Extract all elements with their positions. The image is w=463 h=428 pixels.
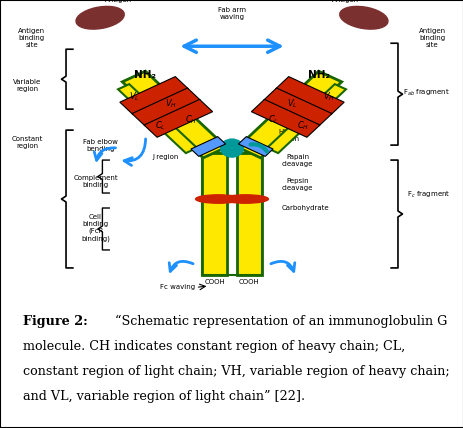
Text: V$_H$: V$_H$: [165, 98, 177, 110]
Text: “Schematic representation of an immunoglobulin G: “Schematic representation of an immunogl…: [107, 315, 447, 328]
Text: COOH: COOH: [238, 279, 259, 285]
Text: J region: J region: [152, 154, 179, 160]
Text: F$_{ab}$ fragment: F$_{ab}$ fragment: [402, 88, 449, 98]
Text: Antigen
binding
site: Antigen binding site: [19, 28, 45, 48]
Text: C$_H$: C$_H$: [184, 113, 197, 126]
Polygon shape: [238, 137, 273, 156]
Polygon shape: [119, 77, 188, 114]
Polygon shape: [251, 99, 319, 137]
Text: Fc waving: Fc waving: [160, 284, 195, 291]
Text: Fab arm
waving: Fab arm waving: [218, 7, 245, 20]
Polygon shape: [266, 84, 345, 153]
FancyArrowPatch shape: [124, 139, 145, 165]
Ellipse shape: [222, 195, 268, 203]
Polygon shape: [190, 137, 225, 156]
Text: constant region of light chain; VH, variable region of heavy chain;: constant region of light chain; VH, vari…: [23, 365, 448, 378]
Text: C$_H$: C$_H$: [296, 120, 309, 132]
Ellipse shape: [339, 6, 387, 29]
FancyArrowPatch shape: [270, 262, 294, 271]
Ellipse shape: [220, 139, 243, 157]
Text: Hinge
region: Hinge region: [277, 129, 299, 142]
Text: Constant
region: Constant region: [12, 136, 43, 149]
Text: Carbohydrate: Carbohydrate: [282, 205, 329, 211]
Polygon shape: [144, 99, 212, 137]
Text: NH₂: NH₂: [307, 70, 329, 80]
Polygon shape: [263, 88, 332, 126]
Text: C$_L$: C$_L$: [155, 120, 166, 132]
Polygon shape: [237, 71, 341, 158]
Polygon shape: [131, 88, 200, 126]
Text: molecule. CH indicates constant region of heavy chain; CL,: molecule. CH indicates constant region o…: [23, 340, 404, 353]
Text: Papain
cleavage: Papain cleavage: [282, 154, 313, 167]
Polygon shape: [122, 71, 226, 158]
Text: Figure 2:: Figure 2:: [23, 315, 87, 328]
Text: COOH: COOH: [204, 279, 225, 285]
FancyArrowPatch shape: [250, 144, 266, 152]
Ellipse shape: [76, 6, 124, 29]
Text: Fab elbow
bending: Fab elbow bending: [82, 139, 117, 152]
Text: Antigen: Antigen: [332, 0, 358, 3]
Text: F$_c$ fragment: F$_c$ fragment: [406, 190, 449, 200]
Text: Cell
binding
(FcR
binding): Cell binding (FcR binding): [81, 214, 110, 242]
Text: Antigen
binding
site: Antigen binding site: [418, 28, 444, 48]
Text: C$_L$: C$_L$: [267, 113, 278, 126]
Text: V$_H$: V$_H$: [323, 91, 335, 103]
Text: NH₂: NH₂: [134, 70, 156, 80]
Polygon shape: [275, 77, 344, 114]
FancyArrowPatch shape: [169, 262, 193, 271]
Text: Antigen: Antigen: [105, 0, 131, 3]
Text: Variable
region: Variable region: [13, 79, 41, 92]
Text: and VL, variable region of light chain” [22].: and VL, variable region of light chain” …: [23, 390, 304, 403]
FancyArrowPatch shape: [94, 148, 115, 160]
Text: Complement
binding: Complement binding: [73, 175, 118, 188]
Ellipse shape: [195, 195, 241, 203]
Polygon shape: [236, 153, 262, 276]
Polygon shape: [201, 153, 227, 276]
Text: V$_L$: V$_L$: [129, 91, 140, 103]
Text: V$_L$: V$_L$: [287, 98, 297, 110]
Polygon shape: [118, 84, 197, 153]
Text: Pepsin
cleavage: Pepsin cleavage: [282, 178, 313, 191]
